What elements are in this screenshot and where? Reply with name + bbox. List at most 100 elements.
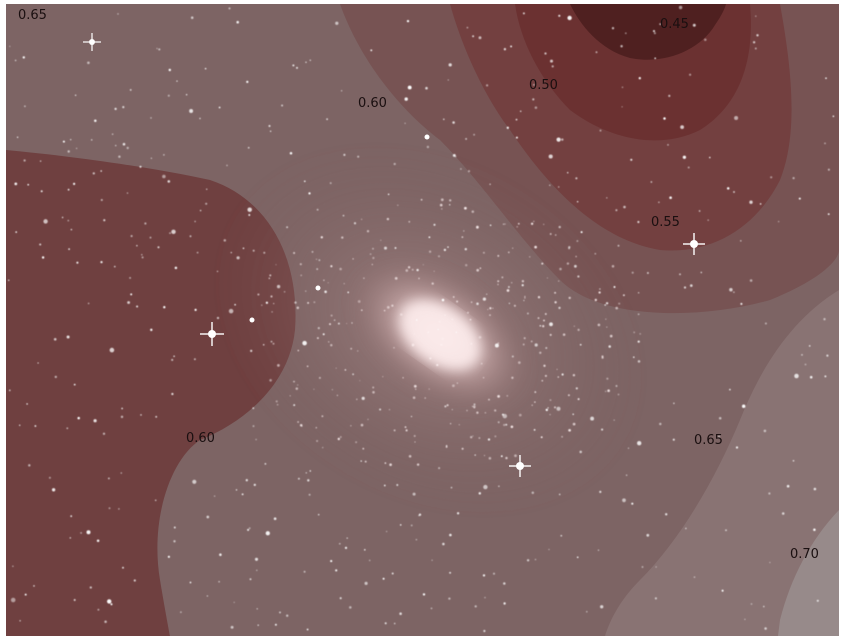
star [68, 248, 70, 250]
star [442, 542, 445, 546]
star [414, 388, 417, 390]
star [451, 409, 453, 411]
star [396, 484, 399, 486]
star [597, 549, 600, 551]
star [420, 198, 423, 201]
star [316, 337, 319, 340]
star [204, 67, 207, 70]
star [247, 207, 252, 212]
star [498, 485, 500, 488]
star [823, 318, 826, 321]
star [305, 61, 307, 63]
star [404, 426, 407, 428]
star [572, 373, 576, 377]
star [16, 136, 19, 138]
star [608, 345, 611, 348]
galaxy-nucleus [399, 300, 481, 370]
star [289, 151, 293, 155]
star [372, 247, 374, 250]
contour-label-045: 0.45 [660, 17, 689, 32]
star [43, 219, 48, 224]
star [14, 59, 17, 62]
star [576, 200, 579, 203]
star [408, 220, 411, 223]
star [611, 265, 615, 268]
star [548, 154, 553, 159]
star [510, 45, 513, 48]
star [556, 406, 561, 411]
star [489, 183, 491, 185]
star [692, 23, 696, 27]
star [328, 341, 330, 343]
star [150, 328, 153, 332]
star [497, 283, 499, 286]
star [297, 349, 300, 352]
star [268, 277, 271, 280]
star [526, 312, 529, 315]
star [441, 298, 445, 302]
star [474, 605, 477, 608]
star [567, 15, 572, 21]
star [144, 222, 147, 225]
star [318, 376, 321, 379]
star [650, 181, 653, 183]
star [264, 463, 267, 465]
star [480, 362, 483, 365]
star [579, 450, 582, 454]
star [511, 282, 513, 284]
star [494, 435, 497, 438]
star [307, 479, 310, 482]
star [466, 26, 469, 29]
star [764, 627, 767, 630]
star [24, 105, 26, 108]
star [551, 65, 554, 68]
star [605, 318, 607, 320]
star [437, 255, 441, 258]
star [514, 454, 517, 458]
star [637, 441, 642, 446]
star [558, 14, 561, 17]
star [313, 388, 315, 390]
star [337, 437, 340, 441]
star [554, 301, 557, 304]
star [393, 622, 396, 625]
star [339, 267, 342, 271]
star [379, 408, 382, 411]
star [544, 52, 547, 55]
star [252, 249, 255, 252]
star [26, 403, 28, 405]
star [424, 397, 426, 399]
star [163, 306, 166, 309]
star [637, 313, 640, 316]
star [121, 407, 123, 410]
star [425, 86, 428, 90]
star [623, 205, 626, 209]
star [364, 549, 366, 551]
star [693, 576, 696, 578]
star [422, 264, 424, 266]
star [816, 599, 819, 602]
star [388, 408, 391, 411]
star [558, 225, 561, 229]
star [300, 274, 303, 277]
star [428, 388, 430, 390]
star [254, 557, 259, 561]
star [347, 291, 350, 294]
star [133, 579, 136, 582]
star [302, 340, 307, 346]
star [194, 308, 197, 312]
star [440, 198, 444, 202]
star [476, 268, 480, 272]
star [411, 268, 414, 271]
star [289, 395, 291, 397]
star [522, 12, 525, 15]
star [129, 88, 132, 91]
star [534, 106, 538, 109]
star [369, 253, 372, 256]
star [764, 322, 767, 325]
star [492, 572, 496, 575]
star [521, 284, 524, 287]
star [566, 262, 570, 265]
star [205, 202, 208, 205]
star [73, 182, 76, 185]
